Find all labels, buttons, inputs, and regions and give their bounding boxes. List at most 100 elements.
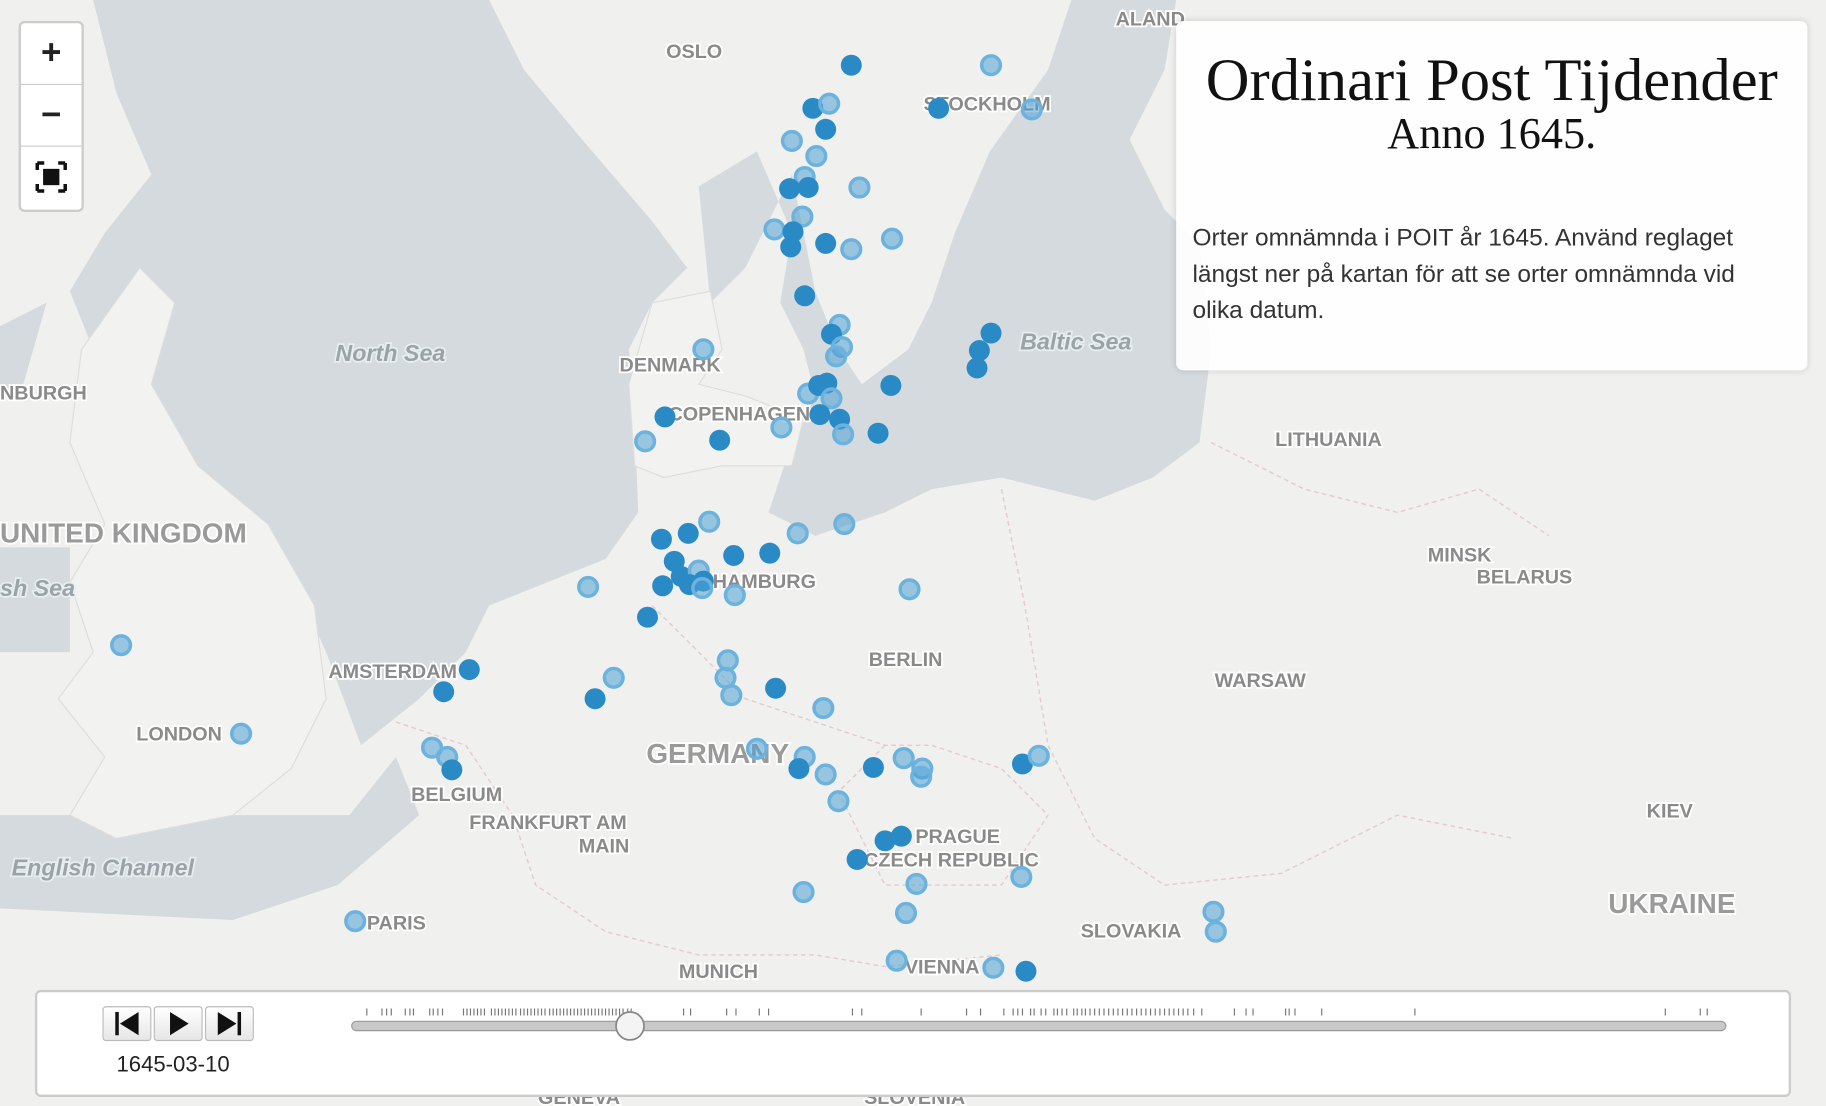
islands (57, 266, 805, 840)
end-button[interactable] (204, 1006, 254, 1042)
location-marker[interactable] (809, 404, 831, 426)
location-marker[interactable] (894, 901, 918, 925)
location-marker[interactable] (797, 177, 819, 198)
slider-handle[interactable] (615, 1011, 645, 1041)
location-marker[interactable] (652, 575, 674, 597)
location-marker[interactable] (827, 790, 850, 813)
location-marker[interactable] (880, 227, 904, 250)
place-label: CZECH REPUBLIC (864, 849, 1039, 871)
location-marker[interactable] (846, 848, 868, 870)
location-marker[interactable] (654, 406, 676, 428)
location-marker[interactable] (441, 759, 463, 781)
location-marker[interactable] (815, 118, 837, 140)
location-marker[interactable] (874, 830, 896, 852)
location-marker[interactable] (716, 649, 739, 672)
location-marker[interactable] (898, 578, 921, 601)
location-marker[interactable] (1020, 98, 1043, 121)
location-marker[interactable] (698, 510, 721, 533)
place-label: KIEV (1647, 801, 1694, 823)
location-marker[interactable] (815, 232, 837, 254)
place-label: NBURGH (0, 382, 87, 404)
location-marker[interactable] (867, 422, 889, 444)
time-slider[interactable] (37, 992, 1788, 1094)
location-marker[interactable] (848, 176, 871, 199)
location-marker[interactable] (966, 357, 988, 379)
location-marker[interactable] (780, 236, 802, 258)
place-label: Baltic Sea (1020, 328, 1131, 354)
location-marker[interactable] (979, 54, 1003, 77)
location-marker[interactable] (691, 577, 714, 600)
location-marker[interactable] (1204, 920, 1227, 943)
location-marker[interactable] (602, 666, 625, 689)
location-marker[interactable] (833, 512, 856, 536)
location-marker[interactable] (805, 144, 828, 168)
location-marker[interactable] (720, 684, 743, 707)
zoom-out-button[interactable]: − (20, 85, 82, 147)
location-marker[interactable] (792, 880, 815, 904)
location-marker[interactable] (862, 756, 884, 778)
location-marker[interactable] (765, 677, 787, 699)
place-label: AMSTERDAM (328, 661, 457, 683)
location-marker[interactable] (1015, 960, 1037, 982)
location-marker[interactable] (1202, 900, 1225, 923)
location-marker[interactable] (433, 681, 455, 703)
location-marker[interactable] (344, 910, 367, 933)
location-marker[interactable] (788, 758, 810, 780)
location-marker[interactable] (723, 584, 746, 607)
place-label: LONDON (136, 724, 222, 746)
location-marker[interactable] (759, 542, 781, 564)
location-marker[interactable] (825, 345, 848, 368)
location-marker[interactable] (1027, 744, 1050, 767)
location-marker[interactable] (650, 528, 672, 550)
location-marker[interactable] (677, 522, 699, 544)
location-marker[interactable] (110, 634, 133, 657)
location-marker[interactable] (905, 872, 928, 895)
location-marker[interactable] (634, 430, 657, 453)
location-marker[interactable] (779, 178, 801, 200)
location-marker[interactable] (982, 956, 1005, 979)
location-marker[interactable] (577, 575, 600, 598)
fullscreen-button[interactable] (21, 147, 82, 208)
location-marker[interactable] (910, 765, 933, 788)
location-marker[interactable] (820, 387, 843, 410)
location-marker[interactable] (794, 285, 816, 307)
location-marker[interactable] (584, 688, 606, 710)
location-marker[interactable] (709, 429, 731, 451)
location-marker[interactable] (786, 522, 809, 545)
zoom-in-button[interactable]: + (20, 23, 82, 86)
location-marker[interactable] (832, 423, 855, 446)
start-button[interactable] (102, 1006, 152, 1042)
location-marker[interactable] (840, 238, 863, 261)
play-button[interactable] (153, 1006, 203, 1042)
location-marker[interactable] (637, 606, 658, 628)
location-marker[interactable] (818, 92, 841, 115)
location-marker[interactable] (928, 97, 950, 119)
location-marker[interactable] (745, 737, 769, 760)
location-marker[interactable] (980, 322, 1002, 344)
location-marker[interactable] (802, 97, 824, 119)
location-marker[interactable] (885, 949, 908, 972)
location-marker[interactable] (229, 722, 253, 745)
location-marker[interactable] (890, 825, 912, 847)
location-marker[interactable] (458, 659, 480, 681)
location-marker[interactable] (892, 747, 915, 770)
location-marker[interactable] (840, 54, 862, 76)
location-marker[interactable] (812, 696, 835, 720)
location-marker[interactable] (780, 129, 803, 152)
location-marker[interactable] (880, 374, 902, 396)
panel-title: Ordinari Post Tijdender (1205, 47, 1778, 115)
location-marker[interactable] (1011, 753, 1033, 775)
zoom-control: + − (18, 20, 84, 212)
location-marker[interactable] (723, 545, 745, 566)
timeline-control: 1645-03-10 (34, 989, 1792, 1097)
location-marker[interactable] (763, 218, 786, 241)
location-marker[interactable] (791, 205, 814, 228)
location-marker[interactable] (814, 763, 837, 786)
location-marker[interactable] (692, 338, 715, 361)
location-marker[interactable] (770, 416, 793, 439)
location-marker[interactable] (1010, 865, 1033, 888)
location-marker[interactable] (968, 340, 990, 362)
